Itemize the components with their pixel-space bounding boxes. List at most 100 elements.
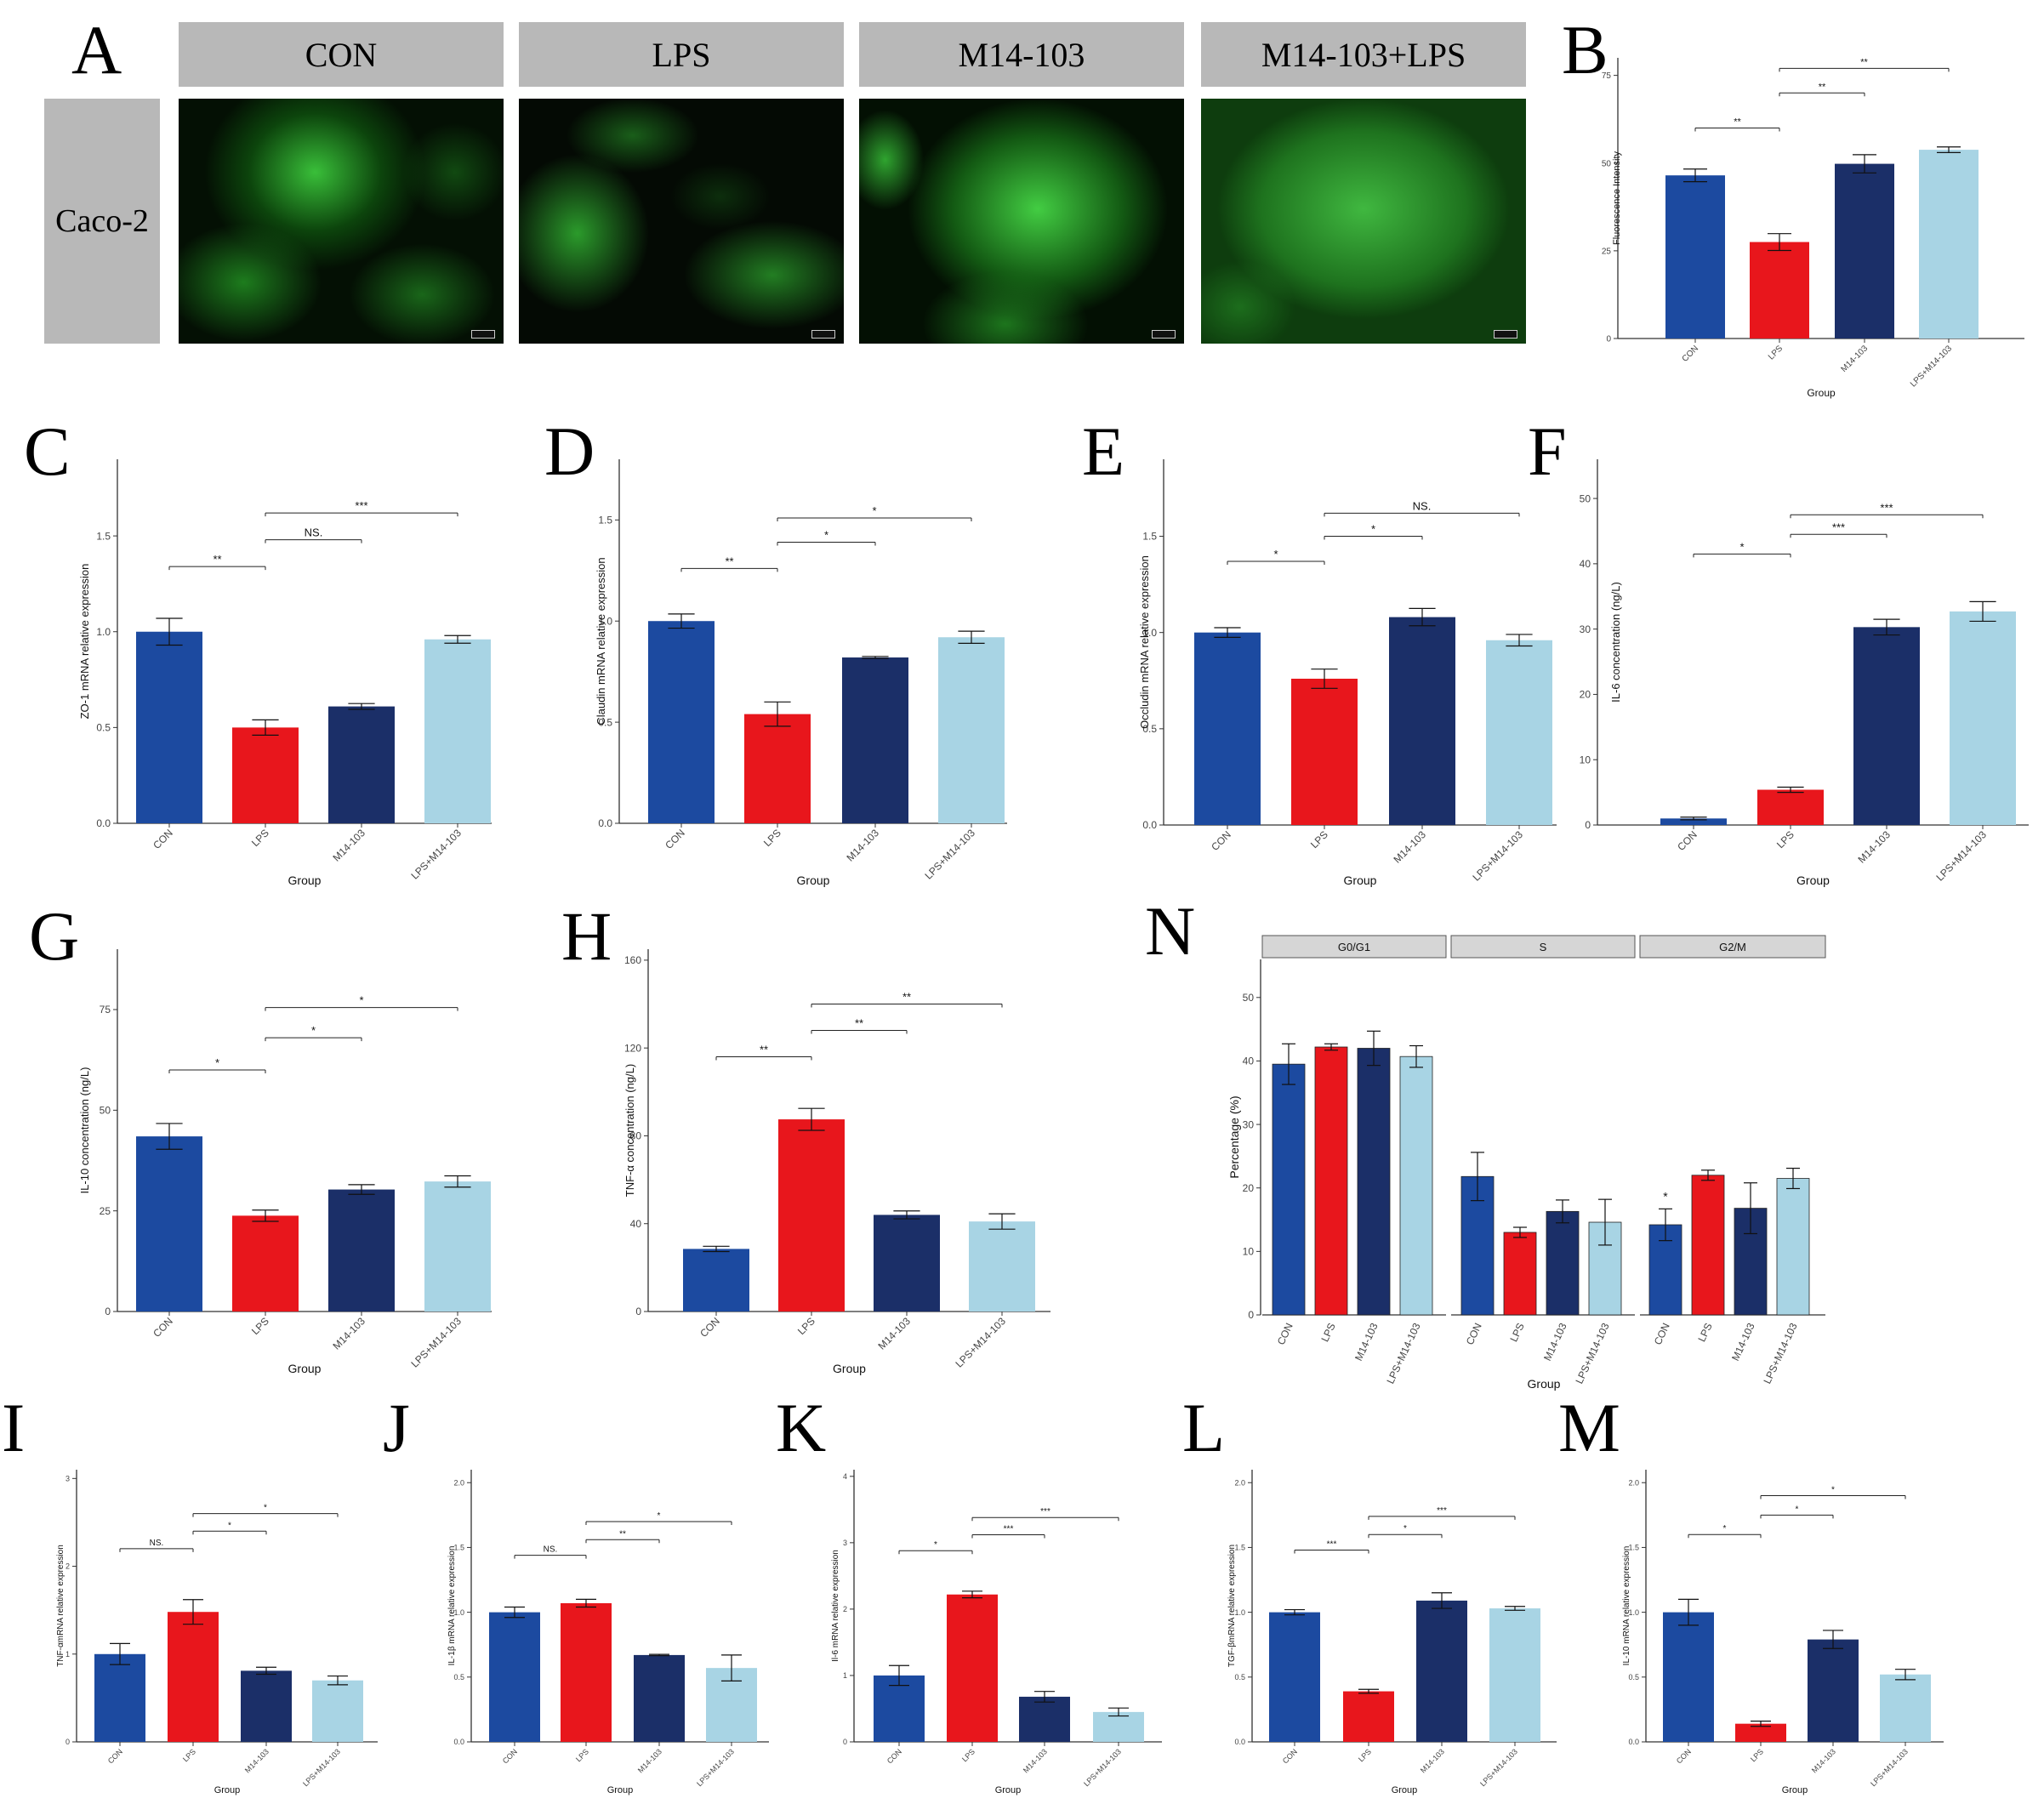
chart-m: 0.0 0.5 1.0 1.5 2.0 CON LPS M14-103 LPS+M14-103 *… bbox=[1622, 1470, 1944, 1795]
panel-letter-j: J bbox=[383, 1389, 410, 1466]
y-tick-label: 2 bbox=[843, 1605, 847, 1613]
y-tick-label: 1 bbox=[65, 1650, 70, 1659]
significance-label: ** bbox=[619, 1529, 626, 1539]
y-axis-title: Il-6 mRNA relative expression bbox=[831, 1550, 840, 1662]
x-tick-label: LPS bbox=[1318, 1321, 1337, 1343]
y-axis-title: TNF-αmRNA relative expression bbox=[56, 1545, 65, 1667]
y-tick-label: 0.5 bbox=[1628, 1673, 1639, 1681]
facet-label: G2/M bbox=[1719, 941, 1746, 953]
bar-con bbox=[136, 1136, 202, 1312]
x-tick-label: LPS bbox=[795, 1315, 817, 1337]
x-axis-title: Group bbox=[214, 1785, 241, 1795]
y-tick-label: 0.0 bbox=[1234, 1738, 1245, 1746]
bar-m14-103 bbox=[328, 706, 395, 823]
y-tick-label: 1.0 bbox=[1234, 1608, 1245, 1617]
y-tick-label: 25 bbox=[100, 1205, 111, 1217]
bar-lps bbox=[561, 1602, 612, 1742]
y-axis-title: IL-1β mRNA relative expression bbox=[447, 1546, 457, 1666]
bar-lps bbox=[168, 1612, 219, 1742]
panel-letter-d: D bbox=[544, 413, 595, 490]
y-tick-label: 1 bbox=[843, 1671, 847, 1680]
significance-label: * bbox=[1739, 540, 1744, 553]
x-tick-label: M14-103 bbox=[1839, 344, 1870, 374]
y-axis-title: TNF-α concentration (ng/L) bbox=[623, 1064, 636, 1197]
y-tick-label: 1.5 bbox=[1628, 1544, 1639, 1552]
x-tick-label: CON bbox=[151, 1315, 175, 1340]
bar-m14-103 bbox=[241, 1670, 292, 1742]
bar-m14-103 bbox=[1019, 1696, 1070, 1742]
bar-lps bbox=[1314, 1046, 1348, 1316]
x-tick-label: M14-103 bbox=[1810, 1747, 1837, 1774]
bar-lps-m14-103 bbox=[1776, 1178, 1810, 1316]
y-tick-label: 40 bbox=[1580, 558, 1591, 570]
bar-lps-m14-103 bbox=[1489, 1608, 1540, 1742]
y-tick-label: 1.5 bbox=[1234, 1544, 1245, 1552]
condition-header-m14-103: M14-103 bbox=[859, 22, 1184, 87]
y-tick-label: 3 bbox=[843, 1539, 847, 1547]
significance-label: ** bbox=[855, 1017, 863, 1030]
significance-label: NS. bbox=[305, 526, 323, 539]
x-tick-label: LPS bbox=[1774, 828, 1796, 851]
y-tick-label: 0 bbox=[843, 1738, 847, 1746]
bar-lps bbox=[1691, 1175, 1725, 1316]
bar-con bbox=[489, 1612, 540, 1742]
x-tick-label: LPS+M14-103 bbox=[954, 1315, 1009, 1370]
row-label-caco2: Caco-2 bbox=[44, 99, 160, 344]
significance-label: NS. bbox=[150, 1539, 164, 1548]
significance-label: *** bbox=[1004, 1524, 1014, 1533]
bar-lps-m14-103 bbox=[312, 1680, 363, 1742]
y-tick-label: 1.5 bbox=[453, 1544, 464, 1552]
y-tick-label: 50 bbox=[1243, 992, 1255, 1004]
micrograph-m14-103 bbox=[859, 99, 1184, 344]
panel-letter-k: K bbox=[776, 1389, 826, 1466]
y-tick-label: 20 bbox=[1580, 689, 1591, 701]
bar-m14-103 bbox=[1357, 1048, 1391, 1316]
y-tick-label: 50 bbox=[1602, 159, 1612, 168]
y-tick-label: 2.0 bbox=[1234, 1478, 1245, 1487]
y-tick-label: 0.5 bbox=[1142, 723, 1157, 735]
panel-letter-a: A bbox=[71, 11, 122, 88]
y-tick-label: 50 bbox=[1580, 492, 1591, 504]
y-tick-label: 0.5 bbox=[453, 1673, 464, 1681]
bar-con bbox=[683, 1249, 749, 1312]
x-tick-label: CON bbox=[1464, 1321, 1484, 1346]
y-tick-label: 75 bbox=[1602, 71, 1612, 81]
x-axis-title: Group bbox=[833, 1362, 866, 1375]
x-tick-label: M14-103 bbox=[1419, 1747, 1446, 1774]
significance-label: *** bbox=[1832, 521, 1845, 533]
bar-lps-m14-103 bbox=[424, 1181, 491, 1312]
micrograph-lps bbox=[519, 99, 844, 344]
x-tick-label: CON bbox=[1675, 828, 1700, 853]
x-tick-label: CON bbox=[1275, 1321, 1295, 1346]
panel-letter-e: E bbox=[1082, 413, 1124, 490]
micrograph-m14-103-lps bbox=[1201, 99, 1526, 344]
y-tick-label: 0 bbox=[1606, 335, 1611, 344]
x-tick-label: LPS+M14-103 bbox=[409, 827, 464, 882]
significance-label: *** bbox=[1437, 1506, 1447, 1516]
x-tick-label: LPS+M14-103 bbox=[923, 827, 978, 882]
significance-label: *** bbox=[1880, 501, 1893, 514]
significance-label: * bbox=[1371, 523, 1375, 536]
y-axis-title: Claudin mRNA relative expression bbox=[595, 557, 607, 725]
y-tick-label: 0.5 bbox=[96, 722, 111, 734]
scale-bar bbox=[1152, 330, 1176, 339]
y-axis-title: IL-10 concentration (ng/L) bbox=[78, 1067, 91, 1194]
x-tick-label: M14-103 bbox=[243, 1747, 270, 1774]
x-axis-title: Group bbox=[288, 1362, 322, 1375]
panel-letter-c: C bbox=[24, 413, 71, 490]
scale-bar bbox=[1494, 330, 1517, 339]
significance-label: * bbox=[934, 1540, 937, 1550]
bar-m14-103 bbox=[1416, 1600, 1467, 1742]
facet-strip bbox=[1261, 935, 1447, 959]
x-tick-label: LPS bbox=[574, 1747, 590, 1763]
significance-label: ** bbox=[725, 555, 733, 567]
x-axis-title: Group bbox=[288, 873, 322, 887]
bar-con bbox=[94, 1653, 145, 1742]
bar-lps bbox=[1735, 1723, 1786, 1742]
significance-label: NS. bbox=[544, 1545, 558, 1555]
facet-label: G0/G1 bbox=[1338, 941, 1370, 953]
